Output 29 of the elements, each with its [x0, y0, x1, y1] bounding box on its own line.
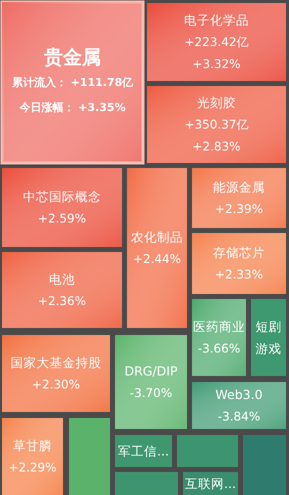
category-label: 贵金属 [43, 46, 101, 68]
category-label: 国家大基金持股 [10, 355, 102, 370]
data-label: -3.66% [198, 342, 240, 356]
data-label: +3.32% [192, 57, 241, 71]
category-label: 军工信... [118, 444, 169, 458]
category-label: DRG/DIP [124, 364, 178, 378]
category-label: Web3.0 [215, 387, 263, 402]
data-label: +2.36% [38, 294, 86, 308]
category-label: 电池 [49, 272, 75, 286]
category-label: 光刻胶 [197, 95, 236, 110]
category-label: 电子化学品 [184, 12, 249, 28]
data-label: 今日涨幅： +3.35% [18, 101, 126, 114]
category-label: 存储芯片 [213, 245, 265, 260]
data-label: +2.33% [214, 268, 264, 282]
data-label: +2.30% [32, 378, 80, 392]
data-label: +2.29% [8, 460, 57, 474]
category-label: 农化制品 [131, 230, 183, 244]
data-label: +2.39% [214, 202, 264, 216]
category-label: 草甘膦 [13, 438, 52, 453]
data-label: -3.70% [130, 386, 172, 400]
category-label: 中芯国际概念 [23, 189, 101, 204]
data-label: +2.83% [192, 140, 241, 154]
data-label: -3.84% [218, 410, 260, 424]
data-label: +2.59% [38, 212, 86, 226]
category-label: 能源金属 [213, 180, 265, 194]
category-label: 医药商业 [193, 319, 245, 334]
category-label: 互联网... [185, 476, 236, 491]
category-label: 短剧游戏 [256, 319, 282, 356]
data-label: +2.44% [132, 252, 182, 266]
